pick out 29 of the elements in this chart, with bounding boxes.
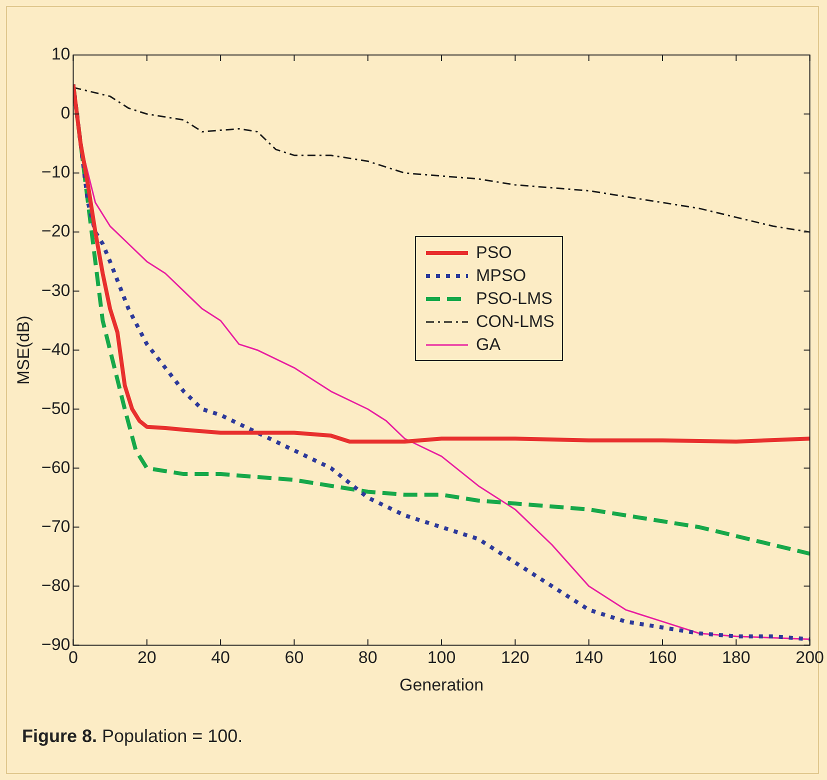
x-tick-label: 180 <box>722 648 750 668</box>
legend-label: MPSO <box>476 266 526 286</box>
y-tick-label: −10 <box>41 162 70 182</box>
caption: Figure 8. Population = 100. <box>22 726 243 747</box>
legend-label: PSO-LMS <box>476 288 553 308</box>
y-tick-label: −40 <box>41 340 70 359</box>
legend-label: PSO <box>476 242 512 262</box>
y-axis-title: MSE(dB) <box>14 316 33 385</box>
y-tick-label: −50 <box>41 398 70 418</box>
x-tick-label: 60 <box>284 648 304 668</box>
y-tick-label: −70 <box>41 516 70 536</box>
legend-label: GA <box>476 334 501 354</box>
y-tick-label: 0 <box>60 104 70 123</box>
x-tick-label: 20 <box>137 648 156 668</box>
y-tick-label: −20 <box>41 222 70 241</box>
x-tick-label: 80 <box>358 648 378 668</box>
x-tick-label: 120 <box>501 648 530 668</box>
y-tick-label: −80 <box>41 576 70 595</box>
y-tick-label: −30 <box>41 280 70 300</box>
x-tick-label: 140 <box>574 648 604 668</box>
x-tick-label: 100 <box>427 648 456 668</box>
x-tick-label: 40 <box>211 648 230 668</box>
x-tick-label: 200 <box>796 648 824 668</box>
y-tick-label: −90 <box>41 634 70 654</box>
y-tick-label: 10 <box>51 44 70 64</box>
legend-label: CON-LMS <box>476 312 554 332</box>
x-axis-title: Generation <box>399 675 484 694</box>
y-tick-label: −60 <box>41 458 70 477</box>
x-tick-label: 160 <box>648 648 677 668</box>
